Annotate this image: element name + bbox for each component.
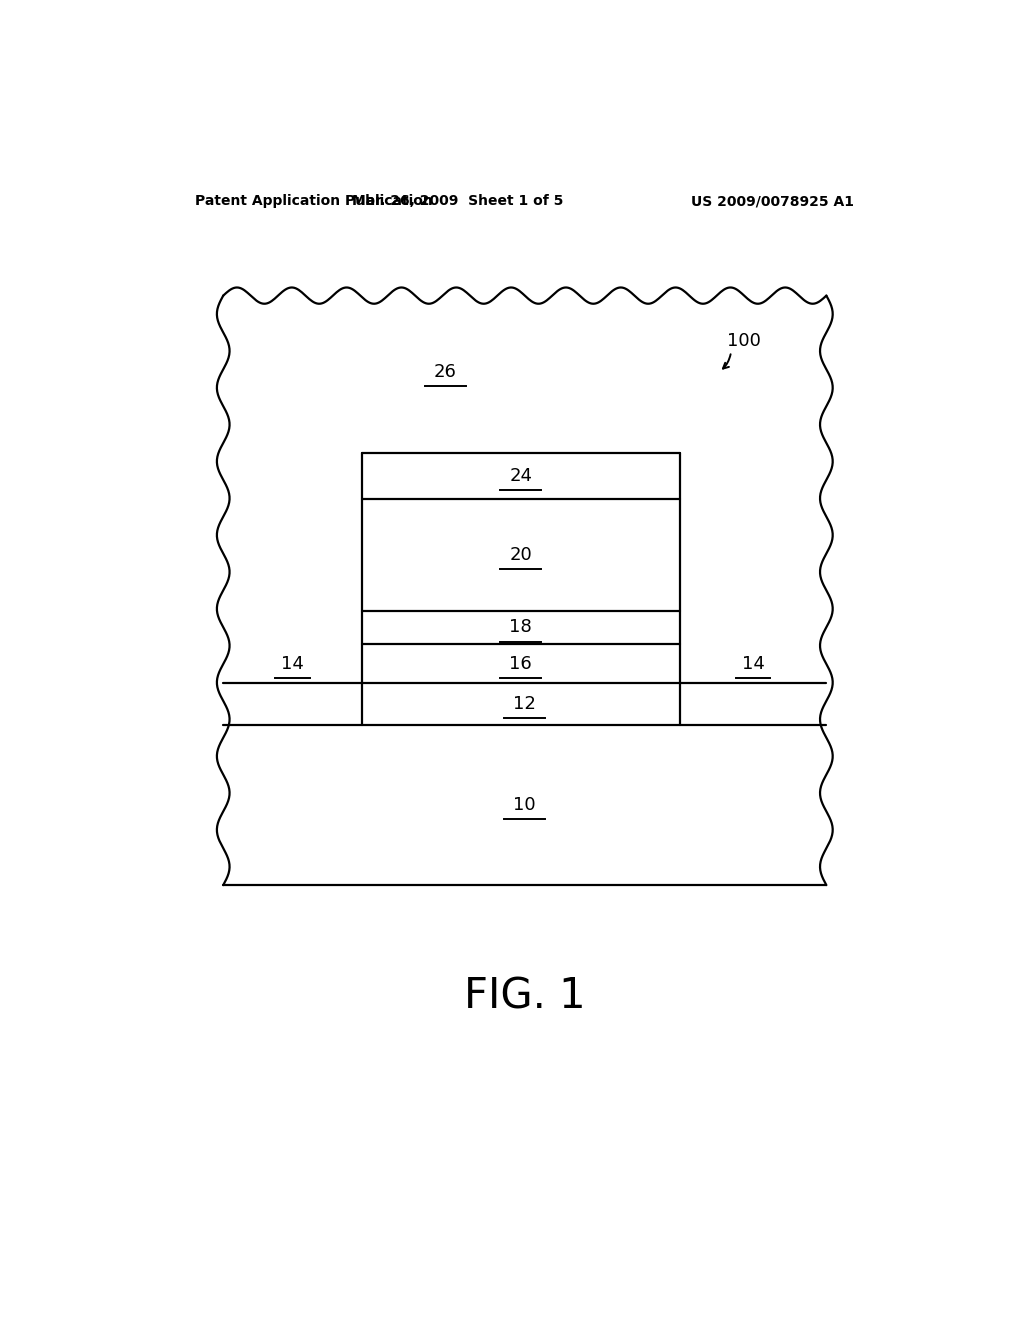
Text: 20: 20	[510, 545, 532, 564]
Text: 100: 100	[727, 333, 761, 350]
Text: US 2009/0078925 A1: US 2009/0078925 A1	[691, 194, 854, 209]
Text: 14: 14	[282, 655, 304, 673]
Text: 24: 24	[509, 467, 532, 484]
Text: Patent Application Publication: Patent Application Publication	[196, 194, 433, 209]
Text: 14: 14	[741, 655, 764, 673]
Text: 10: 10	[513, 796, 537, 814]
Text: 26: 26	[434, 363, 457, 381]
Text: 12: 12	[513, 694, 537, 713]
Text: 18: 18	[510, 619, 532, 636]
Text: 16: 16	[510, 655, 532, 673]
Text: FIG. 1: FIG. 1	[464, 975, 586, 1018]
Text: Mar. 26, 2009  Sheet 1 of 5: Mar. 26, 2009 Sheet 1 of 5	[351, 194, 563, 209]
